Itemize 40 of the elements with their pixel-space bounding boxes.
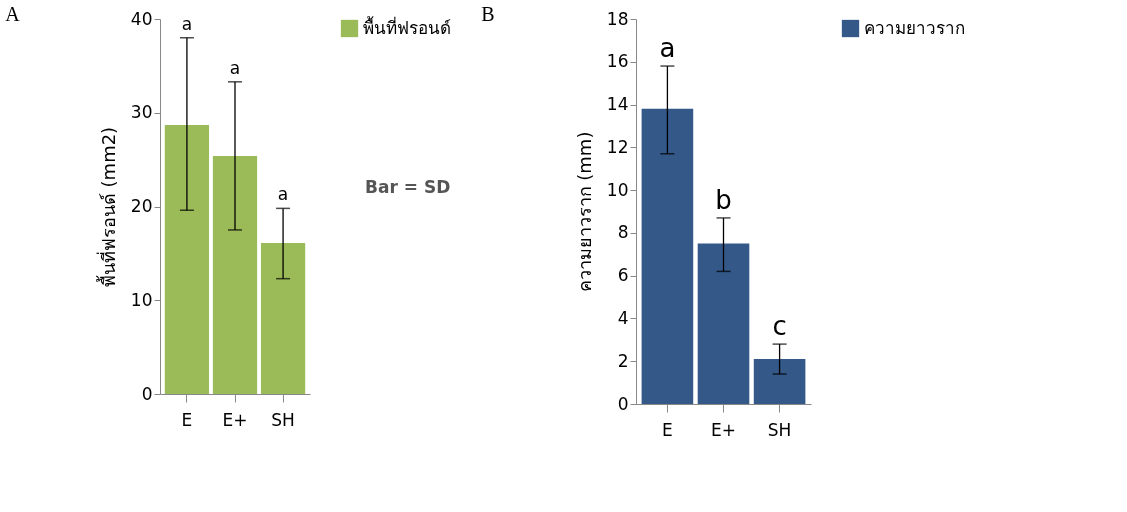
annotation: a (181, 13, 193, 34)
chart-title: A (5, 3, 21, 25)
y-tick-label: 8 (617, 222, 629, 243)
y-tick-label: 16 (606, 51, 629, 72)
x-tick-label: E (662, 419, 673, 440)
text: Bar = SD (365, 176, 451, 197)
annotation: a (277, 184, 289, 205)
y-tick-label: 2 (617, 350, 629, 371)
bar (697, 243, 750, 404)
annotation: c (772, 311, 787, 342)
y-tick-label: 4 (617, 307, 629, 328)
y-tick-label: 18 (606, 8, 629, 29)
bar (641, 108, 694, 404)
x-tick-label: SH (271, 409, 295, 430)
y-tick-label: 0 (617, 393, 629, 414)
annotation: a (229, 57, 241, 78)
annotation: b (715, 184, 732, 215)
x-tick-label: E (181, 409, 193, 430)
bar (260, 243, 306, 394)
bar (164, 124, 210, 394)
y-tick-label: 6 (617, 265, 629, 286)
bar (212, 155, 258, 394)
x-tick-label: E+ (222, 409, 248, 430)
y-tick-label: 40 (130, 8, 153, 29)
y-axis-title: พื้นที่ฟรอนด์ (mm2) (95, 126, 119, 288)
bar (753, 359, 806, 404)
y-tick-label: 30 (130, 102, 153, 123)
y-tick-label: 12 (606, 136, 629, 157)
y-tick-label: 0 (141, 383, 153, 404)
legend-label: พื้นที่ฟรอนด์ (363, 15, 451, 38)
chart-title: B (481, 3, 495, 25)
x-tick-label: SH (767, 419, 792, 440)
y-axis-title: ความยาวราก (mm) (573, 131, 595, 293)
y-tick-label: 10 (130, 289, 153, 310)
legend-label: ความยาวราก (864, 17, 965, 38)
y-tick-label: 14 (606, 94, 629, 115)
x-tick-label: E+ (711, 419, 736, 440)
y-tick-label: 10 (606, 179, 629, 200)
annotation: a (659, 33, 676, 64)
y-tick-label: 20 (130, 196, 153, 216)
